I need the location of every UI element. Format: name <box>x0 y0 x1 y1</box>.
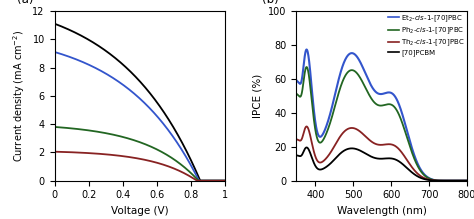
Legend: Et$_2$-$\it{cis}$-1-[70]PBC, Ph$_2$-$\it{cis}$-1-[70]PBC, Th$_2$-$\it{cis}$-1-[7: Et$_2$-$\it{cis}$-1-[70]PBC, Ph$_2$-$\it… <box>388 13 465 57</box>
Text: (a): (a) <box>17 0 34 6</box>
Text: (b): (b) <box>263 0 279 6</box>
X-axis label: Voltage (V): Voltage (V) <box>111 206 169 216</box>
Y-axis label: IPCE (%): IPCE (%) <box>253 74 263 118</box>
X-axis label: Wavelength (nm): Wavelength (nm) <box>337 206 427 216</box>
Y-axis label: Current density (mA cm$^{-2}$): Current density (mA cm$^{-2}$) <box>11 30 27 162</box>
